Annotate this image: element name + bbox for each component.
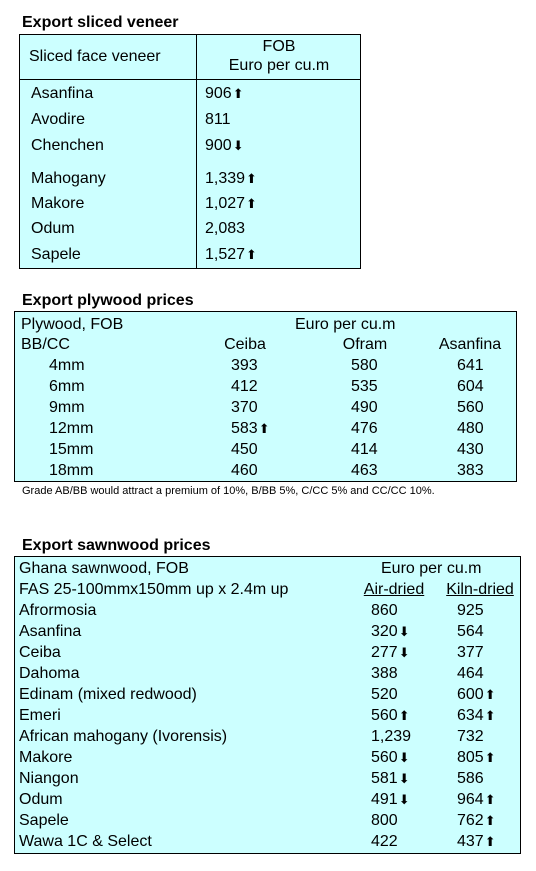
sawnwood-row-kiln: 925 xyxy=(457,602,484,619)
sawnwood-row-air: 520 xyxy=(371,686,398,703)
plywood-header-unit: Euro per cu.m xyxy=(295,316,396,333)
plywood-row-ceiba: 583 xyxy=(231,420,270,438)
sawnwood-header-left2: FAS 25-100mmx150mm up x 2.4m up xyxy=(19,581,289,598)
plywood-row-thickness: 15mm xyxy=(49,441,94,458)
sawnwood-row-air: 277 xyxy=(371,644,410,662)
sawnwood-row-air: 860 xyxy=(371,602,398,619)
veneer-row-value: 1,339 xyxy=(205,170,257,188)
sawnwood-row-name: Emeri xyxy=(19,707,61,724)
plywood-row-ceiba: 412 xyxy=(231,378,258,395)
plywood-row-ceiba: 370 xyxy=(231,399,258,416)
plywood-table: Plywood, FOB Euro per cu.m BB/CC Ceiba O… xyxy=(14,311,517,482)
plywood-col-ofram: Ofram xyxy=(342,336,388,353)
sawnwood-row-name: Dahoma xyxy=(19,665,80,682)
veneer-row-value: 906 xyxy=(205,85,244,103)
veneer-row-value: 900 xyxy=(205,137,244,155)
sawnwood-row-kiln: 564 xyxy=(457,623,484,640)
veneer-col2-header-unit: Euro per cu.m xyxy=(228,57,330,74)
veneer-row-name: Makore xyxy=(31,195,85,212)
plywood-row-ofram: 580 xyxy=(351,357,378,374)
sawnwood-row-kiln: 634 xyxy=(457,707,496,725)
sawnwood-row-name: Afrormosia xyxy=(19,602,97,619)
sawnwood-header-unit: Euro per cu.m xyxy=(381,560,482,577)
sawnwood-row-name: Niangon xyxy=(19,770,79,787)
sawnwood-row-kiln: 732 xyxy=(457,728,484,745)
plywood-note: Grade AB/BB would attract a premium of 1… xyxy=(22,485,435,497)
veneer-title: Export sliced veneer xyxy=(22,14,179,31)
plywood-header-left1: Plywood, FOB xyxy=(21,316,124,333)
plywood-row-ceiba: 450 xyxy=(231,441,258,458)
sawnwood-row-name: Edinam (mixed redwood) xyxy=(19,686,197,703)
plywood-title: Export plywood prices xyxy=(22,292,194,309)
plywood-row-ceiba: 460 xyxy=(231,462,258,479)
plywood-row-thickness: 9mm xyxy=(49,399,85,416)
sawnwood-row-air: 491 xyxy=(371,791,410,809)
sawnwood-table: Ghana sawnwood, FOB Euro per cu.m FAS 25… xyxy=(14,556,521,854)
plywood-row-asanfina: 480 xyxy=(457,420,484,437)
sawnwood-title: Export sawnwood prices xyxy=(22,537,211,554)
sawnwood-row-name: Wawa 1C & Select xyxy=(19,833,152,850)
plywood-row-asanfina: 430 xyxy=(457,441,484,458)
plywood-row-asanfina: 604 xyxy=(457,378,484,395)
plywood-row-ofram: 463 xyxy=(351,462,378,479)
veneer-row-name: Chenchen xyxy=(31,137,104,154)
plywood-row-ofram: 535 xyxy=(351,378,378,395)
sawnwood-row-name: Sapele xyxy=(19,812,69,829)
sawnwood-row-kiln: 600 xyxy=(457,686,496,704)
sawnwood-row-air: 581 xyxy=(371,770,410,788)
sawnwood-row-air: 320 xyxy=(371,623,410,641)
sawnwood-col-air-dried: Air-dried xyxy=(363,581,425,598)
veneer-row-name: Odum xyxy=(31,220,75,237)
veneer-row-value: 2,083 xyxy=(205,220,246,237)
plywood-header-left2: BB/CC xyxy=(21,336,70,353)
sawnwood-row-kiln: 805 xyxy=(457,749,496,767)
plywood-row-thickness: 6mm xyxy=(49,378,85,395)
sawnwood-row-kiln: 762 xyxy=(457,812,496,830)
sawnwood-row-kiln: 464 xyxy=(457,665,484,682)
sawnwood-row-kiln: 377 xyxy=(457,644,484,661)
sawnwood-row-name: African mahogany (Ivorensis) xyxy=(19,728,228,745)
sawnwood-row-air: 388 xyxy=(371,665,398,682)
veneer-row-value: 1,027 xyxy=(205,195,257,213)
plywood-col-asanfina: Asanfina xyxy=(438,336,502,353)
plywood-row-asanfina: 560 xyxy=(457,399,484,416)
sawnwood-row-air: 560 xyxy=(371,749,410,767)
plywood-row-ofram: 414 xyxy=(351,441,378,458)
plywood-row-ofram: 490 xyxy=(351,399,378,416)
veneer-row-name: Mahogany xyxy=(31,170,106,187)
plywood-col-ceiba: Ceiba xyxy=(224,336,266,353)
veneer-col2-header-fob: FOB xyxy=(262,38,296,55)
sawnwood-col-kiln-dried: Kiln-dried xyxy=(446,581,514,598)
sawnwood-row-kiln: 964 xyxy=(457,791,496,809)
sawnwood-row-name: Ceiba xyxy=(19,644,61,661)
veneer-row-name: Avodire xyxy=(31,111,85,128)
veneer-row-name: Asanfina xyxy=(31,85,94,102)
sawnwood-header-left1: Ghana sawnwood, FOB xyxy=(19,560,189,577)
plywood-row-ofram: 476 xyxy=(351,420,378,437)
plywood-row-asanfina: 641 xyxy=(457,357,484,374)
plywood-row-thickness: 4mm xyxy=(49,357,85,374)
veneer-table: Sliced face veneer FOB Euro per cu.m Asa… xyxy=(19,34,361,269)
sawnwood-row-air: 560 xyxy=(371,707,410,725)
plywood-row-thickness: 12mm xyxy=(49,420,94,437)
sawnwood-row-name: Makore xyxy=(19,749,73,766)
plywood-row-asanfina: 383 xyxy=(457,462,484,479)
veneer-row-value: 1,527 xyxy=(205,246,257,264)
sawnwood-row-name: Odum xyxy=(19,791,63,808)
sawnwood-row-air: 422 xyxy=(371,833,398,850)
plywood-row-ceiba: 393 xyxy=(231,357,258,374)
sawnwood-row-kiln: 586 xyxy=(457,770,484,787)
sawnwood-row-air: 800 xyxy=(371,812,398,829)
veneer-row-value: 811 xyxy=(205,111,231,128)
veneer-col1-header: Sliced face veneer xyxy=(29,48,161,65)
plywood-row-thickness: 18mm xyxy=(49,462,94,479)
sawnwood-row-name: Asanfina xyxy=(19,623,82,640)
sawnwood-row-kiln: 437 xyxy=(457,833,496,851)
sawnwood-row-air: 1,239 xyxy=(371,728,412,745)
veneer-row-name: Sapele xyxy=(31,246,81,263)
